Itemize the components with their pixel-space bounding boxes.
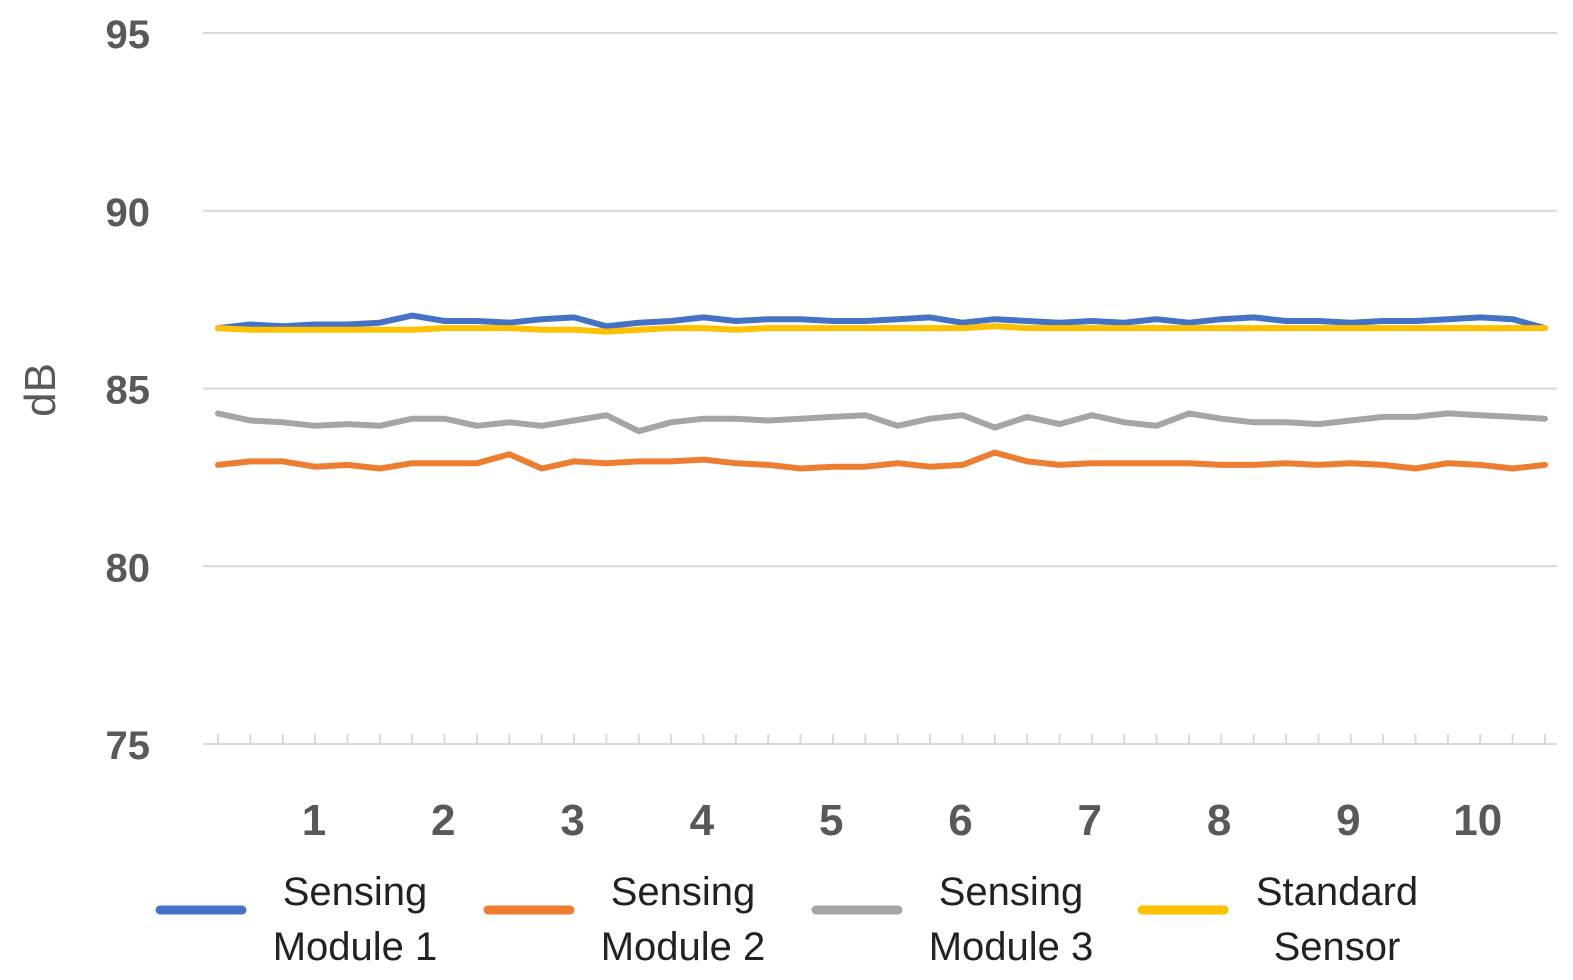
x-tick-label: 8 xyxy=(1207,796,1231,845)
x-tick-label: 1 xyxy=(302,796,326,845)
series-line-4 xyxy=(215,323,1548,335)
x-axis xyxy=(203,734,1557,745)
legend-label-1: Module 1 xyxy=(273,925,438,969)
gridlines xyxy=(203,32,1557,568)
x-tick-label: 2 xyxy=(431,796,455,845)
x-tick-label: 6 xyxy=(948,796,972,845)
series-line-2 xyxy=(215,449,1548,472)
x-tick-label: 10 xyxy=(1453,796,1502,845)
legend-label-2: Module 2 xyxy=(601,925,766,969)
y-tick-label: 80 xyxy=(106,546,151,590)
y-tick-label: 90 xyxy=(106,191,151,235)
y-tick-label: 95 xyxy=(106,13,151,57)
x-axis-ticks: 1 2 3 4 5 6 7 8 9 10 xyxy=(302,796,1502,845)
legend-label-2: Sensing xyxy=(611,870,756,914)
y-axis-label: dB xyxy=(16,363,65,417)
legend-label-3: Module 3 xyxy=(929,925,1094,969)
x-tick-label: 7 xyxy=(1078,796,1102,845)
y-tick-label: 85 xyxy=(106,369,151,413)
legend: Sensing Module 1 Sensing Module 2 Sensing Mod… xyxy=(155,870,1418,969)
legend-label-4: Sensor xyxy=(1274,925,1401,969)
x-tick-label: 3 xyxy=(560,796,584,845)
legend-label-4: Standard xyxy=(1256,870,1418,914)
x-tick-label: 4 xyxy=(690,796,715,845)
y-axis-ticks: 75 80 85 90 95 xyxy=(106,13,151,768)
series-line-3 xyxy=(215,410,1548,435)
legend-label-1: Sensing xyxy=(283,870,428,914)
y-tick-label: 75 xyxy=(106,724,151,768)
legend-label-3: Sensing xyxy=(939,870,1084,914)
series-line-1 xyxy=(215,312,1548,332)
x-tick-label: 9 xyxy=(1336,796,1360,845)
x-tick-label: 5 xyxy=(819,796,843,845)
series-lines xyxy=(215,312,1548,472)
